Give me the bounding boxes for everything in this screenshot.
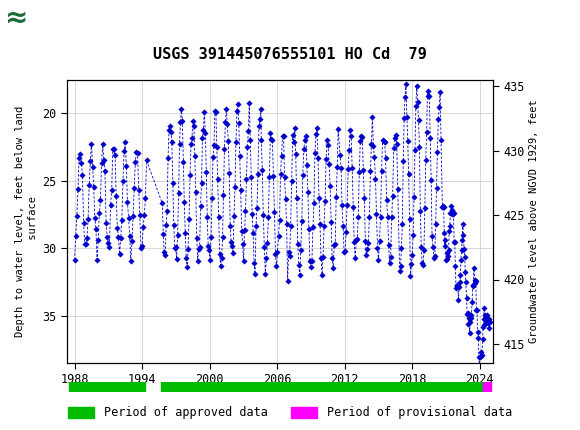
Y-axis label: Depth to water level, feet below land
 surface: Depth to water level, feet below land su…	[14, 106, 38, 337]
Y-axis label: Groundwater level above NGVD 1929, feet: Groundwater level above NGVD 1929, feet	[529, 100, 539, 343]
Text: ≈: ≈	[5, 4, 28, 32]
Text: USGS 391445076555101 HO Cd  79: USGS 391445076555101 HO Cd 79	[153, 47, 427, 62]
Text: USGS: USGS	[30, 9, 90, 28]
Legend: Period of approved data, Period of provisional data: Period of approved data, Period of provi…	[68, 406, 512, 419]
Bar	[3, 3, 70, 35]
